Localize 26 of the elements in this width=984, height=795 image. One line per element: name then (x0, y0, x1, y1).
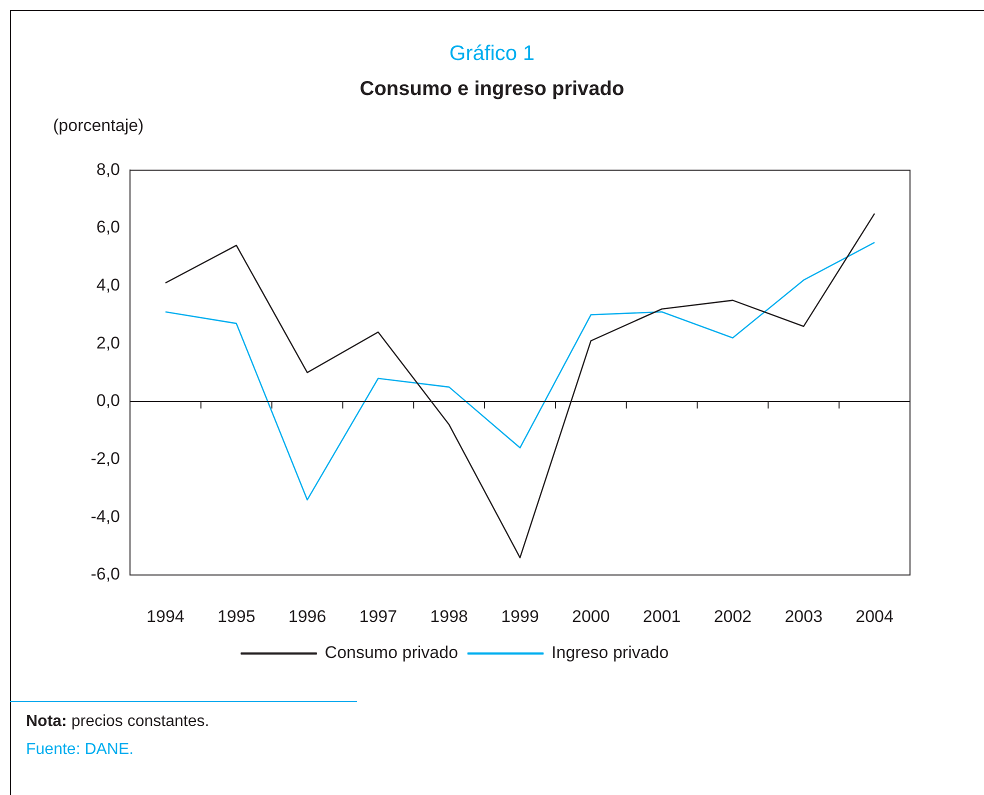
y-tick-label: 6,0 (96, 218, 120, 237)
x-tick-label: 2001 (642, 606, 681, 626)
legend-label: Ingreso privado (552, 643, 669, 662)
x-tick-label: 2003 (784, 606, 823, 626)
text: Nota: precios constantes. (26, 713, 210, 731)
x-tick-label: 1996 (288, 606, 326, 626)
x-tick-label: 2004 (856, 606, 894, 626)
chart-subtitle: Consumo e ingreso privado (358, 78, 626, 101)
x-tick-label: 2002 (714, 606, 752, 626)
y-axis-title: (porcentaje) (53, 116, 144, 136)
x-tick-label: 1995 (217, 606, 256, 626)
y-tick-label: 4,0 (96, 276, 120, 295)
chart-title: Gráfico 1 (448, 42, 536, 66)
x-tick-label: 1994 (146, 606, 184, 626)
legend-label: Consumo privado (324, 643, 458, 662)
x-tick-label: 1999 (501, 606, 539, 626)
y-tick-label: -6,0 (90, 564, 120, 584)
x-tick-label: 1997 (359, 606, 398, 626)
y-tick-label: 2,0 (96, 333, 120, 352)
x-tick-label: 2000 (572, 606, 610, 626)
y-tick-label: 8,0 (96, 160, 120, 179)
y-tick-label: -4,0 (90, 506, 120, 526)
y-tick-label: 0,0 (96, 391, 120, 410)
source-note: Fuente: DANE. (26, 741, 134, 759)
x-tick-label: 1998 (430, 606, 468, 626)
y-tick-label: -2,0 (90, 449, 120, 468)
